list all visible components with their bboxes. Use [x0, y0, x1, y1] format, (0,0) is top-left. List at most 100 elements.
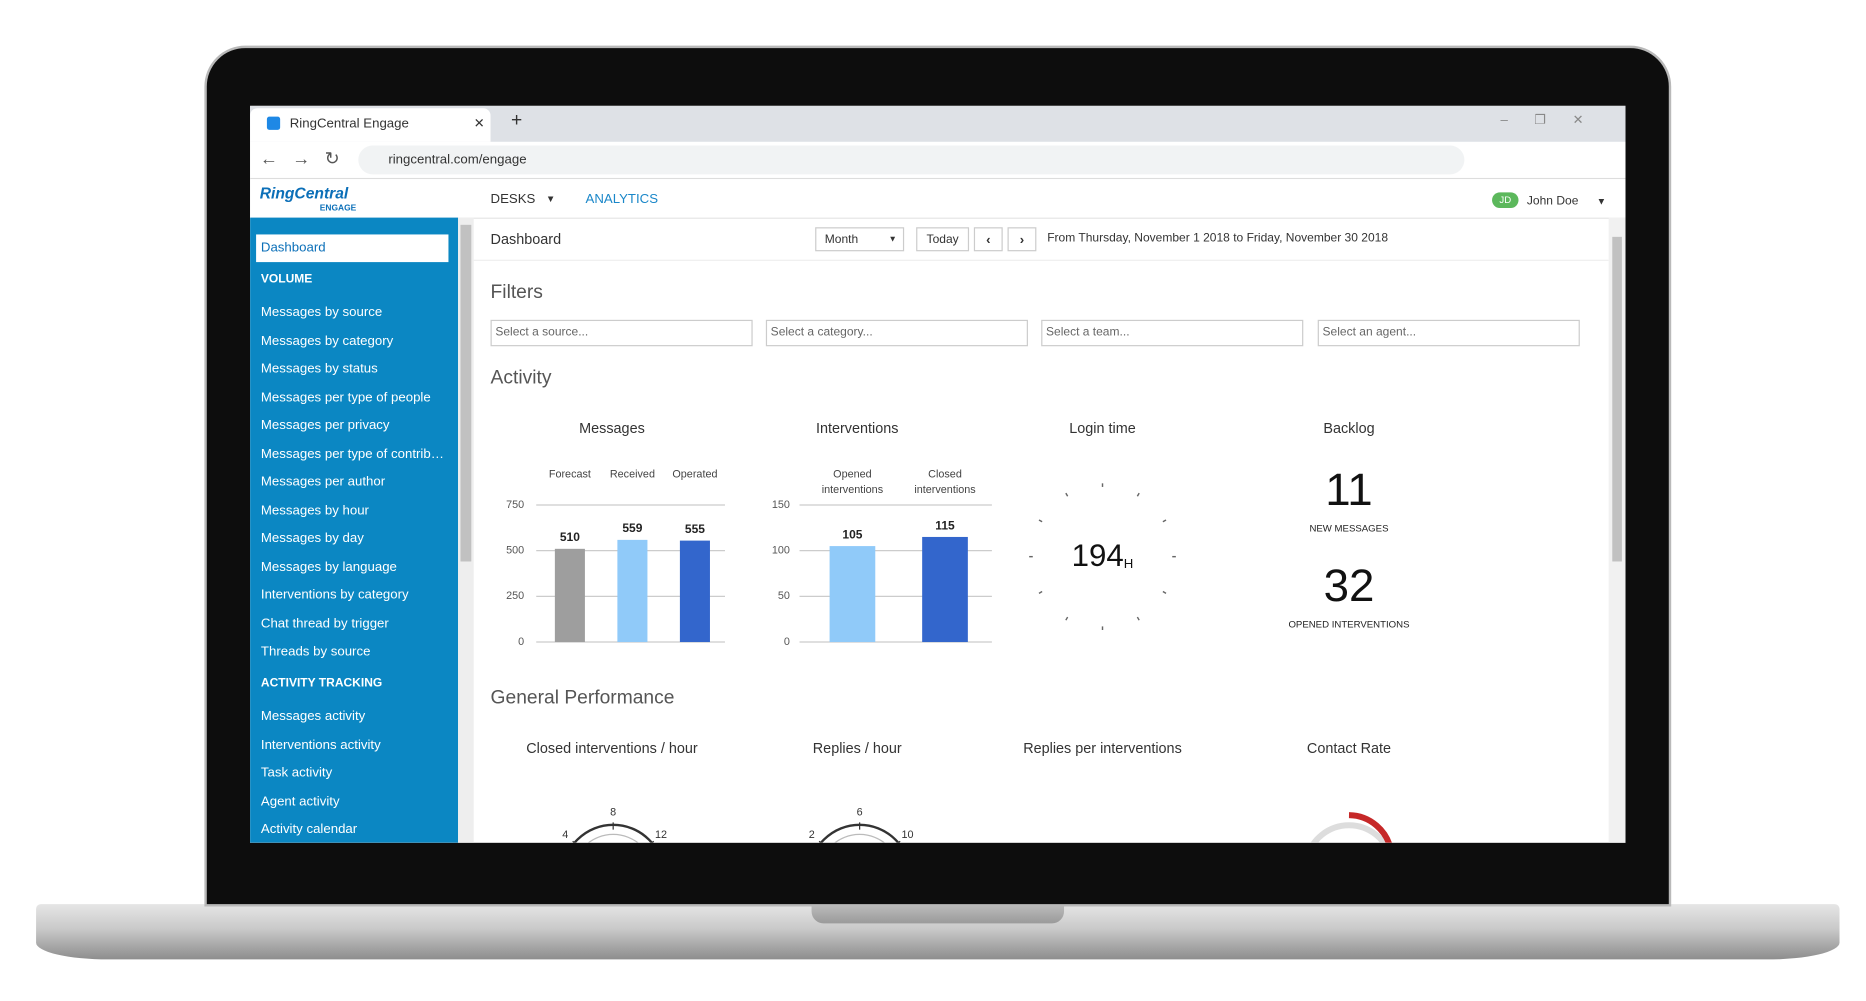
sidebar-item[interactable]: Messages by source	[260, 305, 383, 320]
sidebar-item[interactable]: Threads by source	[260, 644, 371, 659]
window-controls[interactable]: –❐✕	[1500, 113, 1611, 128]
period-caret[interactable]: ▼	[888, 235, 897, 245]
app-header	[250, 179, 1626, 219]
nav-caret[interactable]: ▼	[545, 193, 556, 205]
sidebar-thumb[interactable]	[460, 224, 472, 562]
toolbar	[473, 218, 1609, 261]
next-button[interactable]: ›	[1007, 227, 1037, 252]
bar	[554, 548, 585, 643]
sidebar-item[interactable]: Interventions by category	[260, 587, 409, 603]
chart-title: Messages	[579, 421, 645, 437]
nav-desks[interactable]: DESKS	[490, 192, 536, 207]
gauge-inner	[833, 833, 886, 843]
tab-title: RingCentral Engage	[289, 116, 409, 132]
nav-analytics[interactable]: ANALYTICS	[585, 192, 659, 207]
dial-tick	[1065, 492, 1069, 497]
login-time-unit: H	[1124, 555, 1134, 570]
gauge-tick-label: 12	[655, 829, 667, 841]
sidebar-item[interactable]: Messages activity	[260, 709, 366, 724]
main-scrollbar[interactable]	[1608, 217, 1626, 843]
activity-title: Activity	[490, 367, 552, 389]
dial-tick	[1038, 519, 1043, 523]
filters-title: Filters	[490, 282, 543, 303]
value-label: 115	[935, 518, 955, 532]
sidebar-item[interactable]: Activity calendar	[260, 822, 358, 837]
filter-input[interactable]: Select a category...	[765, 319, 1028, 347]
x-category-label: Received	[609, 467, 655, 480]
sidebar-item[interactable]: Task activity	[260, 765, 333, 781]
sidebar-item[interactable]: Messages by language	[260, 559, 397, 575]
url-pill[interactable]	[358, 145, 1465, 175]
screen: RingCentral Engage ✕ + –❐✕ ←→↻ ringcentr…	[250, 105, 1626, 843]
widget-title: Closed interventions / hour	[526, 741, 698, 757]
sidebar-active[interactable]: Dashboard	[256, 234, 449, 263]
dial-tick	[1162, 519, 1167, 523]
dial-tick	[1136, 492, 1140, 497]
y-tick-label: 500	[506, 545, 524, 557]
y-tick-label: 250	[506, 590, 524, 602]
value-label: 555	[685, 522, 705, 536]
value-label: 105	[842, 527, 862, 541]
bar	[679, 540, 710, 643]
tab-close[interactable]: ✕	[473, 116, 485, 132]
y-tick-label: 0	[784, 636, 790, 648]
url: ringcentral.com/engage	[388, 152, 527, 168]
sidebar-item[interactable]: Messages by day	[260, 531, 364, 546]
backlog-value: 32	[1324, 560, 1375, 611]
y-tick-label: 100	[772, 545, 790, 557]
filter-input[interactable]: Select an agent...	[1317, 319, 1580, 347]
performance-title: General Performance	[490, 687, 675, 709]
dial-tick	[1065, 616, 1069, 621]
gauge-tick	[572, 840, 576, 843]
sidebar-item[interactable]: Messages by status	[260, 361, 378, 377]
new-tab[interactable]: +	[510, 110, 523, 132]
chart-title: Interventions	[816, 421, 898, 437]
sidebar-item[interactable]: Messages per privacy	[260, 418, 390, 433]
gauge-tick-label: 2	[809, 829, 815, 841]
sidebar-item[interactable]: Messages per author	[260, 474, 386, 490]
sidebar-item[interactable]: Chat thread by trigger	[260, 616, 389, 631]
gauge-tick	[818, 840, 822, 843]
sidebar-item[interactable]: Agent activity	[260, 794, 340, 809]
dial-tick	[1162, 590, 1167, 594]
login-time-number: 194	[1072, 538, 1124, 573]
x-category-label: Operated	[672, 467, 718, 480]
bar	[617, 539, 648, 643]
sidebar-item[interactable]: Messages per type of people	[260, 390, 431, 405]
x-category-label: Closed interventions	[914, 467, 976, 496]
bar	[829, 546, 876, 643]
gauge-tick-label: 8	[610, 807, 616, 819]
sidebar-item[interactable]: Interventions activity	[260, 737, 381, 753]
sidebar-item[interactable]: Messages per type of contrib…	[260, 446, 444, 462]
today-button[interactable]: Today	[916, 227, 970, 252]
sidebar-item[interactable]: Messages by category	[260, 333, 394, 349]
sidebar-section: VOLUME	[260, 272, 313, 287]
filter-input[interactable]: Select a team...	[1041, 319, 1304, 347]
user-caret[interactable]: ▼	[1596, 195, 1607, 207]
sidebar-scrollbar[interactable]	[458, 217, 474, 843]
logo-sub: ENGAGE	[319, 204, 357, 213]
nav-buttons[interactable]: ←→↻	[259, 149, 355, 170]
tab[interactable]	[250, 108, 491, 142]
logo: RingCentral	[259, 183, 349, 202]
value-label: 510	[560, 530, 580, 544]
main-thumb[interactable]	[1612, 236, 1622, 562]
dial-tick	[1038, 590, 1043, 594]
laptop-notch	[811, 904, 1065, 924]
y-tick-label: 0	[518, 636, 524, 648]
gauge-tick-label: 10	[902, 829, 914, 841]
y-tick-label: 50	[778, 590, 790, 602]
x-category-label: Forecast	[548, 467, 591, 480]
user-avatar[interactable]: JD	[1492, 192, 1519, 208]
sidebar-item[interactable]: Messages by hour	[260, 503, 369, 518]
gauge-tick	[897, 840, 901, 843]
prev-button[interactable]: ‹	[973, 227, 1003, 252]
x-category-label: Opened interventions	[821, 467, 884, 496]
widget-title: Replies / hour	[813, 741, 902, 757]
user-name[interactable]: John Doe	[1526, 194, 1579, 208]
filter-input[interactable]: Select a source...	[490, 319, 753, 347]
period-select[interactable]: Month	[815, 227, 905, 252]
